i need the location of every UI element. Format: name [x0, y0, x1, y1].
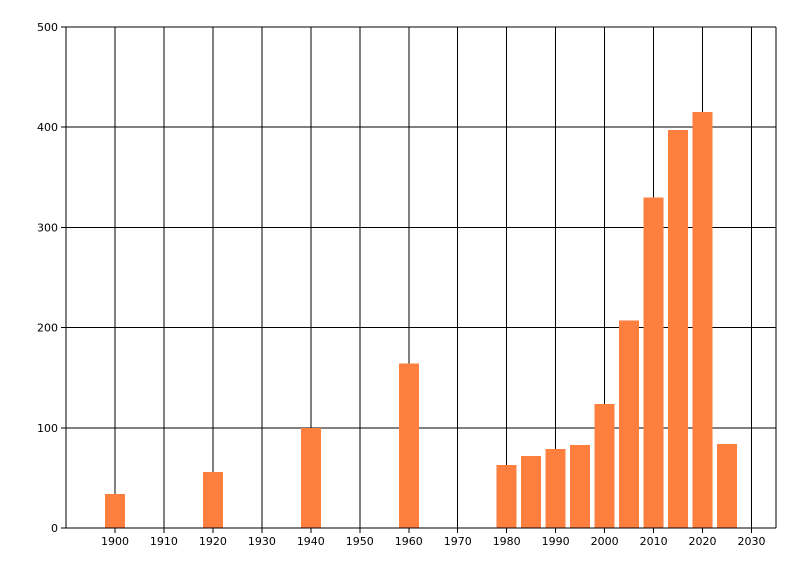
y-tick-label: 300: [37, 221, 58, 234]
x-tick-label: 1930: [248, 535, 276, 548]
x-tick-label: 1920: [199, 535, 227, 548]
y-tick-label: 0: [51, 522, 58, 535]
x-tick-label: 1910: [150, 535, 178, 548]
bar: [594, 403, 615, 528]
bar: [692, 112, 713, 529]
y-tick-label: 200: [37, 322, 58, 335]
x-tick-label: 1960: [395, 535, 423, 548]
bar: [545, 448, 566, 528]
bars: [104, 112, 738, 529]
bar: [717, 443, 738, 528]
x-tick-label: 1980: [493, 535, 521, 548]
x-tick-label: 1990: [542, 535, 570, 548]
y-tick-label: 500: [37, 21, 58, 34]
x-tick-label: 2010: [640, 535, 668, 548]
x-tick-label: 1970: [444, 535, 472, 548]
bar: [202, 471, 223, 528]
bar: [521, 455, 542, 528]
bar: [398, 363, 419, 528]
x-tick-label: 1900: [101, 535, 129, 548]
bar: [104, 493, 125, 528]
x-tick-label: 1950: [346, 535, 374, 548]
tick-labels: 0 100 200 300 400 500 1900 1910 1920 1930 1940 1950…: [37, 21, 766, 548]
x-tick-label: 1940: [297, 535, 325, 548]
bar: [300, 427, 321, 528]
bar: [570, 444, 591, 528]
y-tick-label: 400: [37, 121, 58, 134]
x-tick-label: 2000: [591, 535, 619, 548]
y-tick-label: 100: [37, 422, 58, 435]
axes: [61, 26, 776, 533]
bar: [619, 320, 640, 528]
bar: [643, 197, 664, 528]
x-tick-label: 2030: [738, 535, 766, 548]
bar: [668, 130, 689, 528]
x-tick-label: 2020: [689, 535, 717, 548]
bar: [496, 464, 517, 528]
